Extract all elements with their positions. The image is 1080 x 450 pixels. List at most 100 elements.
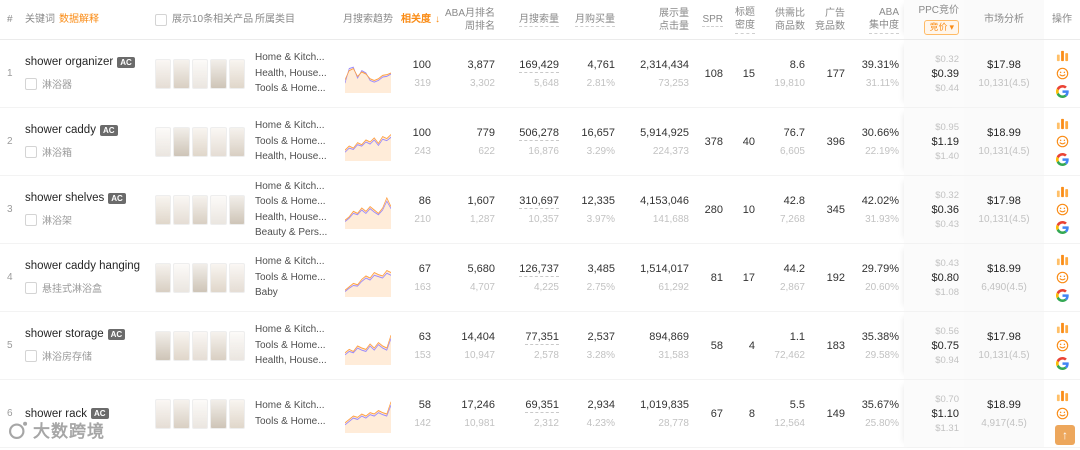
smiley-sentiment-icon[interactable] <box>1056 407 1069 420</box>
bar-chart-icon[interactable] <box>1056 253 1069 266</box>
title-density-cell: 4 <box>728 340 760 352</box>
search-volume-value[interactable]: 506,278 <box>519 126 559 141</box>
product-thumbnail[interactable] <box>173 194 190 225</box>
keyword-link[interactable]: shower caddy <box>25 124 96 136</box>
aba-monthly-rank: 14,404 <box>461 330 495 343</box>
product-thumbnail[interactable] <box>210 126 227 157</box>
trend-sparkline[interactable] <box>345 191 391 229</box>
trend-sparkline[interactable] <box>345 123 391 161</box>
related-products-checkbox[interactable] <box>155 13 167 26</box>
product-thumbnail[interactable] <box>228 194 246 225</box>
relevance-cell: 63 153 <box>396 331 436 361</box>
product-thumbnail[interactable] <box>191 58 209 89</box>
product-thumbnail[interactable] <box>228 330 246 361</box>
google-search-icon[interactable] <box>1055 289 1069 302</box>
product-thumbnail[interactable] <box>173 126 190 157</box>
product-thumbnail[interactable] <box>173 58 190 89</box>
col-spr[interactable]: SPR <box>694 13 728 27</box>
row-checkbox[interactable] <box>25 77 37 90</box>
back-to-top-button[interactable]: ↑ <box>1055 425 1075 445</box>
col-search-volume[interactable]: 月搜索量 <box>500 13 564 27</box>
trend-sparkline[interactable] <box>345 327 391 365</box>
product-thumbnail[interactable] <box>228 398 246 429</box>
col-relevance[interactable]: 相关度 ↓ <box>396 13 440 26</box>
row-checkbox[interactable] <box>25 281 37 294</box>
product-thumbnail[interactable] <box>173 330 190 361</box>
product-thumbnail[interactable] <box>155 126 172 157</box>
trend-sparkline[interactable] <box>345 55 391 93</box>
google-search-icon[interactable] <box>1055 153 1069 166</box>
search-volume-value[interactable]: 126,737 <box>519 262 559 277</box>
ppc-bid-filter-button[interactable]: 竞价 ▾ <box>924 19 959 36</box>
google-search-icon[interactable] <box>1055 357 1069 370</box>
product-thumbnail[interactable] <box>173 262 190 293</box>
keyword-link[interactable]: shower storage <box>25 328 104 340</box>
product-thumbnail[interactable] <box>228 126 246 157</box>
keyword-link[interactable]: shower caddy hanging <box>25 260 141 272</box>
trend-sparkline[interactable] <box>345 259 391 297</box>
keyword-link[interactable]: shower rack <box>25 407 87 420</box>
product-thumbnail[interactable] <box>155 58 172 89</box>
product-thumbnail[interactable] <box>191 262 209 293</box>
product-images-cell <box>150 194 250 225</box>
smiley-sentiment-icon[interactable] <box>1056 271 1069 284</box>
data-explain-link[interactable]: 数据解释 <box>59 14 99 25</box>
google-search-icon[interactable] <box>1055 85 1069 98</box>
aba-weekly-rank: 1,287 <box>469 213 495 225</box>
product-thumbnail[interactable] <box>210 398 227 429</box>
product-images-cell <box>150 398 250 429</box>
bar-chart-icon[interactable] <box>1056 49 1069 62</box>
col-aba-line1: ABA月排名 <box>444 7 495 19</box>
keyword-cell: shower caddy hanging 悬挂式淋浴盒 <box>20 260 150 295</box>
col-purchase-volume-label: 月购买量 <box>575 14 615 27</box>
product-thumbnail[interactable] <box>228 58 246 89</box>
bar-chart-icon[interactable] <box>1056 117 1069 130</box>
relevance-cell: 100 243 <box>396 127 436 157</box>
product-thumbnail[interactable] <box>155 398 172 429</box>
keyword-link[interactable]: shower organizer <box>25 56 114 68</box>
search-volume-value[interactable]: 69,351 <box>525 398 559 413</box>
col-supply-demand[interactable]: 供需比 商品数 <box>760 7 810 33</box>
product-thumbnail[interactable] <box>210 194 227 225</box>
smiley-sentiment-icon[interactable] <box>1056 203 1069 216</box>
smiley-sentiment-icon[interactable] <box>1056 67 1069 80</box>
row-checkbox[interactable] <box>25 145 37 158</box>
smiley-sentiment-icon[interactable] <box>1056 135 1069 148</box>
search-volume-value[interactable]: 169,429 <box>519 58 559 73</box>
aba-concentration-cell: 35.38% 29.58% <box>850 331 904 361</box>
col-ad-competitors[interactable]: 广告 竞品数 <box>810 7 850 33</box>
row-checkbox[interactable] <box>25 213 37 226</box>
keyword-link[interactable]: shower shelves <box>25 192 105 204</box>
col-aba-concentration[interactable]: ABA 集中度 <box>850 6 904 34</box>
market-price: $18.99 <box>987 126 1021 139</box>
aba-concentration-value: 29.79% <box>861 262 899 275</box>
product-thumbnail[interactable] <box>191 398 209 429</box>
product-thumbnail[interactable] <box>191 126 209 157</box>
product-thumbnail[interactable] <box>210 58 227 89</box>
product-thumbnail[interactable] <box>155 330 172 361</box>
product-thumbnail[interactable] <box>173 398 190 429</box>
row-checkbox[interactable] <box>25 349 37 362</box>
bar-chart-icon[interactable] <box>1056 185 1069 198</box>
col-aba-rank[interactable]: ABA月排名 周排名 <box>436 7 500 33</box>
product-thumbnail[interactable] <box>191 194 209 225</box>
trend-sparkline[interactable] <box>345 395 391 433</box>
product-thumbnail[interactable] <box>210 330 227 361</box>
row-actions <box>1044 312 1080 379</box>
product-thumbnail[interactable] <box>210 262 227 293</box>
smiley-sentiment-icon[interactable] <box>1056 339 1069 352</box>
keyword-cell: shower caddy AC 淋浴箱 <box>20 124 150 159</box>
product-thumbnail[interactable] <box>155 194 172 225</box>
bar-chart-icon[interactable] <box>1056 321 1069 334</box>
search-volume-value[interactable]: 77,351 <box>525 330 559 345</box>
col-title-density[interactable]: 标题 密度 <box>728 6 760 34</box>
search-volume-value[interactable]: 310,697 <box>519 194 559 209</box>
col-impressions[interactable]: 展示量 点击量 <box>620 7 694 33</box>
product-thumbnail[interactable] <box>155 262 172 293</box>
product-thumbnail[interactable] <box>228 262 246 293</box>
spr-cell: 58 <box>694 340 728 352</box>
product-thumbnail[interactable] <box>191 330 209 361</box>
bar-chart-icon[interactable] <box>1056 389 1069 402</box>
col-purchase-volume[interactable]: 月购买量 <box>564 13 620 27</box>
google-search-icon[interactable] <box>1055 221 1069 234</box>
